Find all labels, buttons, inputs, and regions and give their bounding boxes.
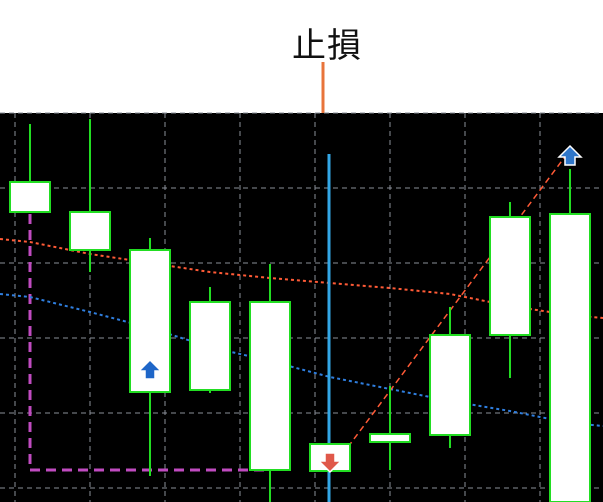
buy-arrow-icon	[557, 144, 583, 166]
candle-10	[549, 169, 591, 502]
candle-2	[69, 119, 111, 272]
series-line-2	[0, 293, 603, 427]
candle-body	[9, 181, 51, 213]
candle-body	[369, 433, 411, 443]
candle-4	[189, 287, 231, 393]
candle-7	[369, 386, 411, 470]
candle-body	[549, 213, 591, 502]
candle-body	[69, 211, 111, 251]
grid	[0, 112, 603, 502]
candle-8	[429, 307, 471, 448]
range-box	[28, 182, 270, 472]
stop-loss-label: 止損	[292, 26, 362, 66]
candle-body	[249, 301, 291, 471]
candle-9	[489, 202, 531, 378]
candles	[9, 119, 591, 502]
candle-body	[489, 216, 531, 336]
candle-1	[9, 124, 51, 213]
markers	[137, 144, 583, 474]
candle-body	[429, 334, 471, 436]
buy-arrow-icon	[137, 358, 163, 380]
candle-5	[249, 264, 291, 502]
sell-arrow-icon	[317, 452, 343, 474]
candle-body	[189, 301, 231, 391]
